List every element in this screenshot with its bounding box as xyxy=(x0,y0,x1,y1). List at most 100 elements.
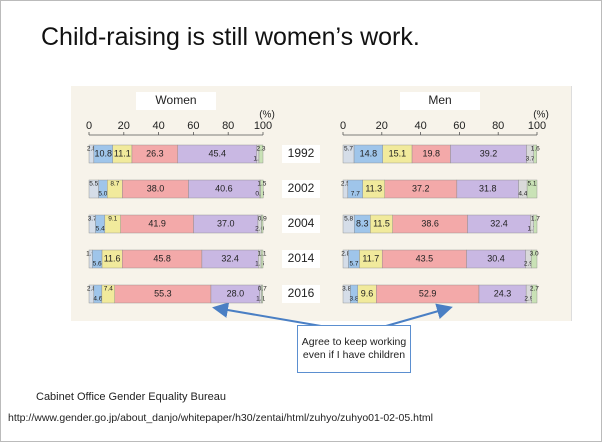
data-label: 1.7 xyxy=(528,226,537,233)
data-label: 41.9 xyxy=(148,218,166,228)
year-box xyxy=(282,250,320,268)
data-label: 11.3 xyxy=(365,183,382,193)
data-label: 9.1 xyxy=(108,216,117,223)
data-label: 5.0 xyxy=(98,191,107,198)
bar-segment xyxy=(533,214,538,234)
year-box xyxy=(282,180,320,198)
data-label: 15.1 xyxy=(389,148,407,158)
data-label: 1.3 xyxy=(253,156,262,163)
data-label: 37.2 xyxy=(412,183,430,193)
data-label: 45.4 xyxy=(208,148,226,158)
data-label: 32.4 xyxy=(221,253,239,263)
bar-segment xyxy=(261,214,264,234)
bar-segment xyxy=(258,144,264,164)
data-label: 26.3 xyxy=(146,148,164,158)
year-box xyxy=(282,145,320,163)
callout-arrow xyxy=(212,302,322,327)
data-label: 1.7 xyxy=(531,216,540,223)
source-url: http://www.gender.go.jp/about_danjo/whit… xyxy=(8,412,433,424)
data-label: 2.7 xyxy=(530,286,539,293)
data-label: 1.1 xyxy=(256,296,265,303)
y-tick-label: 2004 xyxy=(288,216,315,230)
data-label: 5.5 xyxy=(89,181,98,188)
data-label: 40.6 xyxy=(215,183,233,193)
data-label: 32.4 xyxy=(490,218,508,228)
x-tick-label: 20 xyxy=(118,120,130,132)
x-tick-label: 60 xyxy=(453,120,465,132)
data-label: 19.8 xyxy=(423,148,441,158)
data-label: 2.0 xyxy=(255,226,264,233)
data-label: 2.9 xyxy=(524,261,533,268)
data-label: 55.3 xyxy=(154,288,172,298)
callout: Agree to keep working even if I have chi… xyxy=(297,325,411,373)
bar-segment xyxy=(531,284,538,304)
x-tick-label: 100 xyxy=(528,120,546,132)
data-label: 11.5 xyxy=(373,218,390,228)
y-tick-label: 2016 xyxy=(288,286,315,300)
x-tick-label: 40 xyxy=(414,120,426,132)
data-label: 10.8 xyxy=(95,148,113,158)
chart-background xyxy=(71,86,572,321)
data-label: 37.0 xyxy=(217,218,235,228)
data-label: 1.5 xyxy=(257,181,266,188)
data-label: 5.6 xyxy=(93,261,102,268)
data-label: 14.8 xyxy=(360,148,378,158)
bar-segment xyxy=(260,179,264,199)
data-label: 0.8 xyxy=(255,191,264,198)
data-label: 8.7 xyxy=(110,181,119,188)
data-label: 4.4 xyxy=(518,191,527,198)
x-tick-label: 40 xyxy=(152,120,164,132)
data-label: 8.3 xyxy=(356,218,369,228)
data-label: 0.7 xyxy=(258,286,267,293)
bar-segment xyxy=(260,249,264,269)
x-tick-label: 20 xyxy=(376,120,388,132)
y-tick-label: 2002 xyxy=(288,181,315,195)
x-tick-label: 80 xyxy=(492,120,504,132)
bar-segment xyxy=(533,144,538,164)
data-label: 24.3 xyxy=(494,288,512,298)
data-label: 11.6 xyxy=(104,253,121,263)
panel-title-box xyxy=(136,92,216,110)
bar-segment xyxy=(526,179,538,199)
data-label: 1.1 xyxy=(258,251,267,258)
data-label: 1.9 xyxy=(86,251,95,258)
data-label: 30.4 xyxy=(487,253,505,263)
data-label: 3.7 xyxy=(88,216,97,223)
data-label: 11.7 xyxy=(362,253,379,263)
bar-segment xyxy=(261,284,264,304)
data-label: 39.2 xyxy=(480,148,498,158)
data-label: 5.7 xyxy=(344,146,353,153)
data-label: 5.1 xyxy=(528,181,537,188)
panel-title-box xyxy=(400,92,480,110)
axis-unit: (%) xyxy=(259,110,275,121)
data-label: 31.8 xyxy=(479,183,497,193)
data-label: 2.3 xyxy=(256,146,265,153)
data-label: 2.8 xyxy=(341,251,350,258)
callout-arrow xyxy=(385,303,453,327)
data-label: 0.9 xyxy=(258,216,267,223)
data-label: 3.8 xyxy=(350,296,359,303)
data-label: 3.7 xyxy=(526,156,535,163)
data-label: 28.0 xyxy=(227,288,245,298)
data-label: 2.8 xyxy=(87,146,96,153)
axis-unit: (%) xyxy=(533,110,549,121)
x-tick-label: 60 xyxy=(187,120,199,132)
x-tick-label: 80 xyxy=(222,120,234,132)
data-label: 1.6 xyxy=(531,146,540,153)
year-box xyxy=(282,215,320,233)
year-box xyxy=(282,285,320,303)
data-label: 52.9 xyxy=(419,288,437,298)
data-label: 7.4 xyxy=(104,286,113,293)
data-label: 7.7 xyxy=(351,191,360,198)
y-tick-label: 2014 xyxy=(288,251,315,265)
y-tick-label: 1992 xyxy=(288,146,315,160)
data-label: 3.8 xyxy=(342,286,351,293)
data-label: 38.0 xyxy=(147,183,165,193)
data-label: 1.6 xyxy=(255,261,264,268)
bar-segment xyxy=(530,249,538,269)
data-label: 2.5 xyxy=(341,181,350,188)
data-label: 2.8 xyxy=(87,286,96,293)
data-label: 43.5 xyxy=(416,253,434,263)
